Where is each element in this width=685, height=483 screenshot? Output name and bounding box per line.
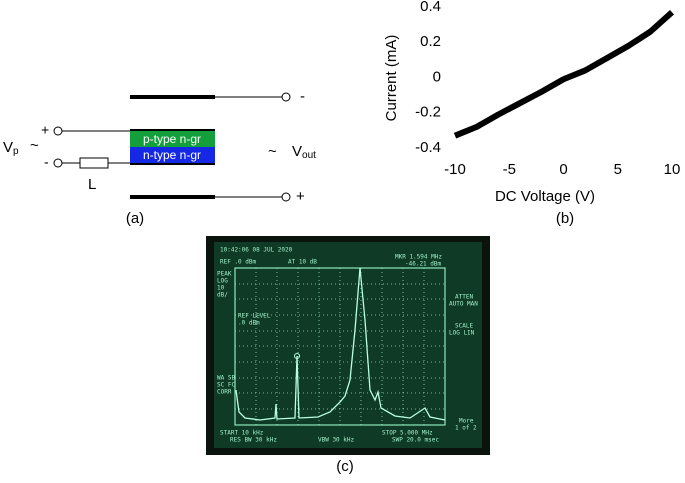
screen-text: dB/ — [217, 292, 228, 299]
y-tick-label: 0.4 — [420, 0, 441, 15]
screen-text: SC FC — [217, 382, 235, 389]
screen-text: .0 dBm — [238, 320, 260, 327]
screen-text: AUTO MAN — [449, 301, 478, 308]
analyzer-screen — [214, 242, 482, 448]
spectrum-trace — [235, 267, 446, 421]
y-tick-label: -0.2 — [415, 104, 441, 121]
screen-text: VBW 30 kHz — [318, 437, 355, 444]
screen-text: 1 of 2 — [455, 425, 477, 432]
input-terminal: - — [44, 154, 49, 170]
iv-chart: -0.4 -0.2 0 0.2 0.4 -10 -5 0 5 10 — [415, 0, 680, 178]
y-tick-label: 0.2 — [420, 33, 441, 50]
screen-text: LOG LIN — [449, 330, 475, 337]
ac-symbol: ~ — [268, 143, 277, 160]
x-tick-label: 5 — [614, 161, 622, 178]
screen-text: PEAK — [217, 271, 232, 278]
screen-text: START 10 kHz — [220, 430, 264, 437]
screen-text: LOG — [217, 278, 228, 285]
source-label: Vp — [3, 139, 19, 157]
screen-grid — [234, 267, 446, 426]
marker — [294, 353, 300, 359]
screen-text: REF LEVEL — [238, 313, 271, 320]
inductor-label: L — [88, 176, 96, 193]
x-axis-title: DC Voltage (V) — [495, 188, 595, 205]
p-layer-label: p-type n-gr — [143, 132, 201, 146]
n-layer — [130, 147, 215, 163]
y-axis-title: Current (mA) — [383, 35, 400, 122]
y-tick-label: 0 — [433, 68, 441, 85]
terminal: - — [300, 88, 305, 105]
screen-text: SWP 20.0 msec — [392, 437, 439, 444]
p-layer — [130, 131, 215, 147]
screen-text: AT 10 dB — [288, 259, 317, 266]
screen-text: 10 — [217, 285, 225, 292]
screen-text: ATTEN — [455, 294, 473, 301]
caption: (c) — [336, 458, 354, 475]
iv-curve — [453, 10, 674, 139]
ac-symbol: ~ — [30, 137, 39, 154]
screen-text: MKR 1.594 MHz — [395, 254, 442, 261]
screen-text: More — [459, 418, 474, 425]
caption: (b) — [556, 210, 574, 227]
screen-text: 10:42:06 08 JUL 2020 — [220, 247, 293, 254]
input-terminal: + — [41, 122, 49, 138]
x-tick-label: -10 — [444, 161, 466, 178]
output-label: Vout — [292, 143, 316, 161]
screen-text: REF .0 dBm — [220, 259, 257, 266]
x-tick-label: 0 — [559, 161, 567, 178]
circuit — [53, 92, 291, 202]
x-tick-label: 10 — [664, 161, 681, 178]
screen-text: -46.21 dBm — [405, 261, 442, 268]
terminal: + — [296, 188, 305, 205]
caption: (a) — [126, 210, 144, 227]
x-tick-label: -5 — [503, 161, 516, 178]
n-layer-label: n-type n-gr — [143, 148, 201, 162]
y-tick-label: -0.4 — [415, 139, 441, 156]
screen-text: STOP 5.000 MHz — [382, 430, 433, 437]
screen-text: SCALE — [455, 323, 473, 330]
screen-text: CORR — [217, 389, 232, 396]
screen-text: WA SB — [217, 375, 235, 382]
screen-text: RES BW 30 kHz — [230, 437, 277, 444]
